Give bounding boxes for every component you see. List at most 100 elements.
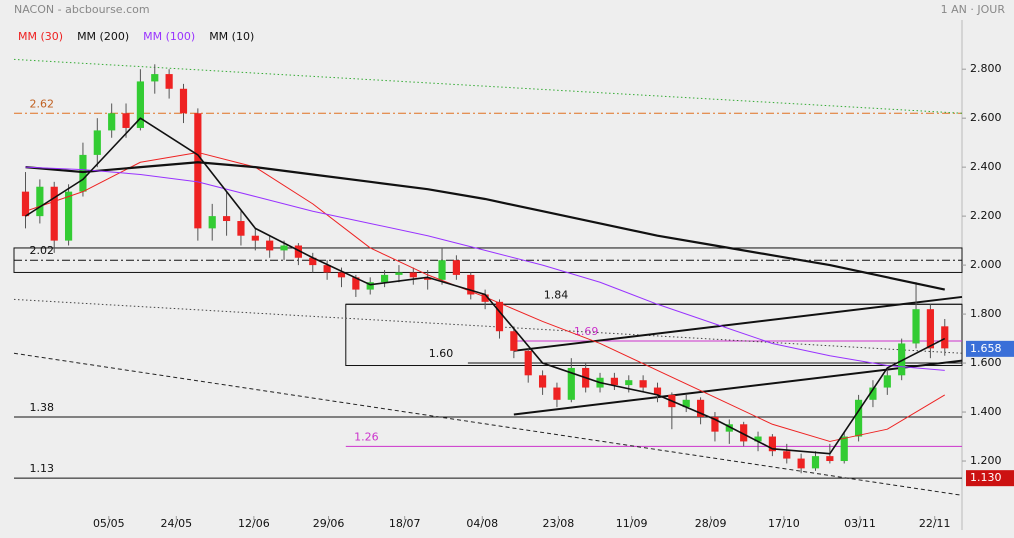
candle-body [696,399,705,417]
trend-line [513,359,963,416]
ma-line [25,166,945,371]
candle-body [79,154,87,192]
candle-body [826,456,834,462]
candle-body [179,88,188,114]
candle-body [380,274,389,283]
x-tick-label: 18/07 [389,517,421,530]
chart-title: NACON - abcbourse.com [14,3,150,16]
candle-body [309,257,317,266]
level-label: 1.84 [544,288,569,301]
candle-body [251,235,259,241]
y-tick-label: 1.800 [970,307,1002,320]
x-tick-label: 12/06 [238,517,270,530]
candle-body [682,399,690,408]
candle-body [740,424,748,442]
candle-body [294,245,302,258]
candle-body [151,74,159,82]
candle-body [424,277,432,280]
candle-body [36,186,44,217]
candle-body [941,326,949,349]
candle-body [639,380,647,388]
y-tick-label: 1.600 [970,356,1002,369]
x-tick-label: 05/05 [93,517,125,530]
candle-body [553,387,561,400]
candle-body [93,130,101,155]
candle-body [926,309,934,349]
trend-line [13,352,963,496]
legend-entry: MM (200) [77,30,129,43]
ma-line [25,117,946,455]
price-tag-label: 1.130 [970,471,1002,484]
candle-body [237,221,245,236]
y-tick-label: 1.200 [970,454,1002,467]
candle-body [754,436,762,442]
legend-entry: MM (30) [18,30,63,43]
trend-line [13,58,963,114]
candle-body [366,282,374,290]
candle-body [625,380,633,386]
y-tick-label: 2.800 [970,62,1002,75]
candle-body [725,424,733,432]
candle-body [854,399,863,437]
candle-body [840,436,848,462]
price-tag [966,340,1014,357]
trend-line [13,298,963,354]
x-tick-label: 03/11 [844,517,876,530]
level-label: 1.38 [29,401,54,414]
y-tick-label: 2.000 [970,258,1002,271]
candle-body [266,240,274,251]
candle-body [337,272,346,278]
y-tick-label: 1.400 [970,405,1002,418]
level-label: 2.02 [29,244,54,257]
ma-line [25,161,945,291]
y-tick-label: 2.400 [970,160,1002,173]
candle-body [438,260,446,280]
ma-line [25,151,946,442]
candle-body [510,331,518,351]
candle-body [711,416,719,432]
x-tick-label: 24/05 [160,517,192,530]
level-label: 1.26 [354,430,379,443]
candle-body [797,458,805,469]
candle-body [883,375,891,388]
candle-body [610,377,618,386]
candle-body [912,309,920,344]
candle-body [467,274,475,295]
candle-body [768,436,776,452]
candle-body [538,375,547,388]
candle-body [524,350,532,376]
candle-body [869,387,877,400]
x-tick-label: 17/10 [768,517,800,530]
candle-body [452,260,460,275]
price-tag-label: 1.658 [970,342,1002,355]
x-tick-label: 04/08 [466,517,498,530]
candle-body [50,186,58,241]
x-tick-label: 28/09 [695,517,727,530]
candle-body [653,387,662,395]
candle-body [567,367,575,400]
candle-body [280,245,288,251]
level-label: 1.60 [429,347,454,360]
candle-body [409,272,417,278]
y-tick-label: 2.600 [970,111,1002,124]
candle-body [21,191,30,217]
candle-body [495,301,504,332]
candle-body [208,216,216,229]
candle-body [165,74,173,89]
candle-body [194,113,202,229]
x-tick-label: 22/11 [919,517,951,530]
legend-entry: MM (10) [209,30,254,43]
candle-body [898,343,906,376]
candle-body [122,113,130,128]
y-tick-label: 2.200 [970,209,1002,222]
level-label: 2.62 [29,97,54,110]
trend-line [513,295,963,352]
candle-body [481,294,489,302]
chart-subtitle: 1 AN · JOUR [941,3,1006,16]
candle-body [395,272,403,275]
candle-body [352,277,360,290]
x-tick-label: 23/08 [543,517,575,530]
candle-body [783,451,791,459]
x-tick-label: 11/09 [616,517,648,530]
